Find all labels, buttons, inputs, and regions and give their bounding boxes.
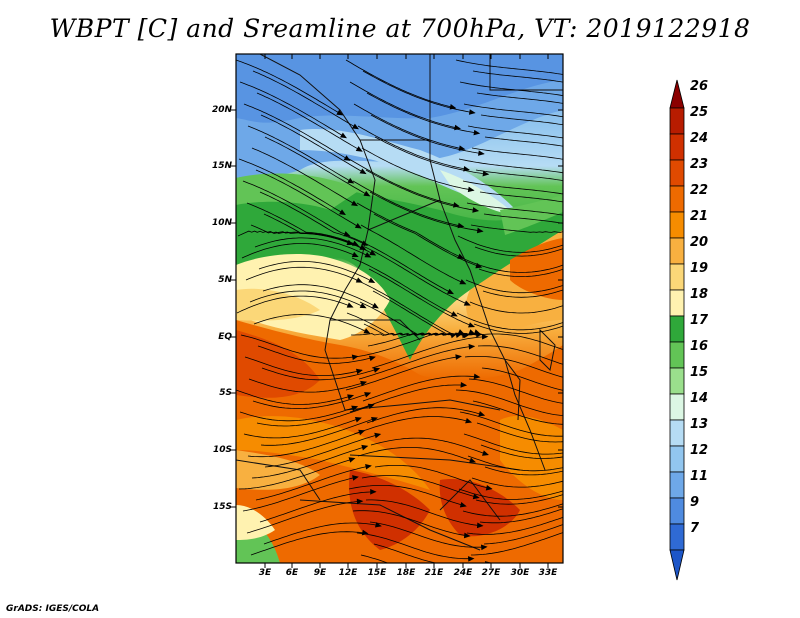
lon-label: 9E	[313, 568, 327, 578]
colorbar-swatch	[669, 523, 685, 551]
lat-label: 15S	[212, 502, 232, 512]
colorbar-swatch	[669, 471, 685, 499]
temperature-field	[236, 54, 563, 563]
colorbar-swatch	[669, 315, 685, 343]
colorbar-label: 26	[690, 79, 709, 94]
lon-label: 33E	[538, 568, 558, 578]
streamlines	[236, 59, 563, 563]
lon-label: 6E	[285, 568, 299, 578]
colorbar-swatch	[669, 445, 685, 473]
colorbar-swatch	[669, 211, 685, 239]
lat-label: 20N	[211, 105, 232, 115]
colorbar-swatch	[669, 107, 685, 135]
colorbar-label: 13	[690, 417, 709, 432]
colorbar-swatch	[669, 185, 685, 213]
colorbar	[669, 79, 685, 581]
colorbar-swatch	[669, 159, 685, 187]
lon-label: 3E	[258, 568, 272, 578]
lon-label: 12E	[338, 568, 358, 578]
colorbar-swatch	[669, 133, 685, 161]
colorbar-label: 7	[690, 521, 700, 536]
colorbar-swatch	[669, 341, 685, 369]
plot-frame	[235, 53, 564, 564]
colorbar-swatch	[669, 497, 685, 525]
colorbar-swatch	[669, 79, 685, 109]
lon-label: 27E	[481, 568, 501, 578]
colorbar-label: 11	[690, 469, 709, 484]
lat-label: 5N	[218, 275, 232, 285]
colorbar-swatch	[669, 289, 685, 317]
lon-label: 18E	[396, 568, 416, 578]
colorbar-label: 15	[690, 365, 709, 380]
colorbar-label: 25	[690, 105, 709, 120]
colorbar-swatch	[669, 263, 685, 291]
lat-label: 5S	[219, 388, 232, 398]
colorbar-label: 20	[690, 235, 709, 250]
colorbar-label: 12	[690, 443, 709, 458]
colorbar-label: 23	[690, 157, 709, 172]
colorbar-label: 16	[690, 339, 709, 354]
colorbar-label: 14	[690, 391, 709, 406]
lon-label: 15E	[367, 568, 387, 578]
lat-label: EQ	[218, 332, 232, 342]
lon-label: 21E	[424, 568, 444, 578]
lat-label: 10S	[212, 445, 232, 455]
colorbar-swatch	[669, 549, 685, 581]
colorbar-swatch	[669, 419, 685, 447]
colorbar-label: 18	[690, 287, 709, 302]
colorbar-swatch	[669, 237, 685, 265]
grads-credit: GrADS: IGES/COLA	[6, 604, 100, 614]
lon-label: 30E	[510, 568, 530, 578]
lon-label: 24E	[453, 568, 473, 578]
colorbar-label: 22	[690, 183, 709, 198]
colorbar-swatch	[669, 367, 685, 395]
colorbar-label: 21	[690, 209, 709, 224]
colorbar-swatch	[669, 393, 685, 421]
colorbar-label: 17	[690, 313, 709, 328]
colorbar-label: 24	[690, 131, 709, 146]
plot-title: WBPT [C] and Sreamline at 700hPa, VT: 20…	[49, 14, 751, 43]
lat-label: 15N	[211, 161, 232, 171]
axis-ticks	[231, 54, 563, 568]
colorbar-label: 9	[690, 495, 700, 510]
colorbar-label: 19	[690, 261, 709, 276]
lat-label: 10N	[211, 218, 232, 228]
